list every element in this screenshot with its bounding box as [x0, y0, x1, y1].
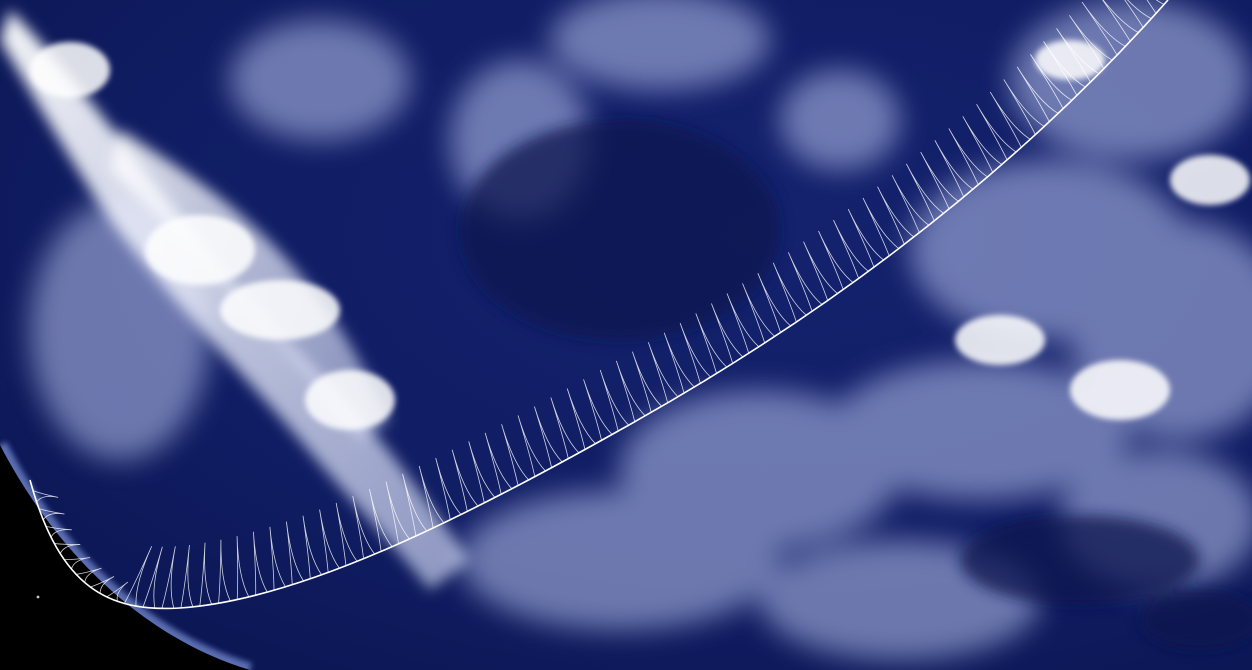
orbit-spike [218, 539, 231, 604]
orbit-spike [989, 91, 1031, 148]
orbit-spike [583, 379, 613, 441]
orbit-spike [1016, 66, 1059, 122]
orbit-spike [236, 536, 250, 600]
orbit-spike [76, 567, 102, 583]
orbit-spike [948, 128, 988, 185]
orbit-spike [550, 397, 580, 459]
orbit-trace [29, 0, 1169, 610]
orbit-spike [385, 481, 410, 544]
orbit-spike [90, 576, 115, 594]
orbit-spike [711, 303, 744, 364]
star [36, 595, 40, 599]
orbit-spike [818, 230, 854, 290]
orbit-spike [566, 388, 596, 450]
orbit-spike [352, 496, 375, 559]
orbit-spike [335, 502, 358, 566]
orbit-spike [962, 116, 1003, 173]
orbit-spike [369, 488, 393, 552]
orbit-spike [906, 163, 944, 222]
orbit-spike [199, 542, 213, 607]
orbit-spike [418, 465, 445, 529]
orbit-spike [1069, 15, 1113, 69]
orbit-spike [451, 449, 479, 512]
orbit-spike [695, 313, 728, 374]
orbit-spike [32, 490, 59, 503]
orbit-spike [1146, 0, 1165, 14]
orbit-spike [847, 208, 884, 268]
orbit-spike [663, 332, 695, 394]
orbit-spike [402, 473, 428, 537]
orbit-spike [534, 406, 563, 468]
orbit-spike [269, 526, 286, 591]
orbit-spike [319, 509, 340, 573]
orbit-spike [1124, 0, 1152, 28]
orbit-spike [123, 546, 153, 607]
orbit-spike [757, 273, 791, 333]
orbit-spike [787, 252, 823, 312]
orbit-spike [632, 351, 662, 413]
orbit-spike [742, 283, 776, 344]
orbit-spike [599, 369, 629, 432]
orbit-spike [833, 219, 869, 279]
atmosphere-limb [0, 441, 253, 670]
orbit-spike [1056, 28, 1100, 83]
orbit-spike [1102, 0, 1139, 42]
orbit-spike [484, 432, 513, 495]
orbit-spike [1043, 41, 1086, 96]
orbit-spike [1081, 1, 1126, 56]
orbit-spike [64, 557, 91, 570]
orbit-path [29, 0, 1169, 610]
orbit-spike [253, 531, 268, 596]
orbit-spike [161, 546, 176, 609]
orbit-spike [647, 342, 679, 403]
orbit-spike [615, 360, 646, 422]
orbit-spikes [32, 0, 1165, 609]
orbit-spike [142, 546, 163, 609]
orbit-spike [934, 140, 974, 198]
orbit-spike [679, 322, 711, 384]
orbit-spike [54, 543, 81, 554]
cloud-layer [30, 0, 1252, 660]
orbit-spike [302, 515, 322, 579]
orbit-spike [517, 415, 546, 477]
orbit-spike [726, 293, 760, 354]
orbit-spike [1030, 54, 1073, 109]
orbit-spike [180, 544, 194, 609]
orbit-spike [106, 581, 129, 602]
orbit-spike [976, 103, 1017, 161]
orbit-spike [1003, 79, 1045, 135]
orbit-spike [803, 241, 838, 301]
orbit-spike [468, 441, 496, 504]
orbit-spike [877, 186, 915, 245]
orbit-spike [435, 457, 462, 520]
orbit-spike [501, 424, 529, 486]
orbit-spike [920, 151, 959, 210]
orbit-spike [891, 175, 930, 233]
orbit-spike [45, 525, 72, 538]
orbit-spike [862, 197, 900, 256]
orbit-spike [286, 521, 304, 585]
orbit-spike [38, 508, 65, 521]
orbit-spike [772, 262, 807, 323]
